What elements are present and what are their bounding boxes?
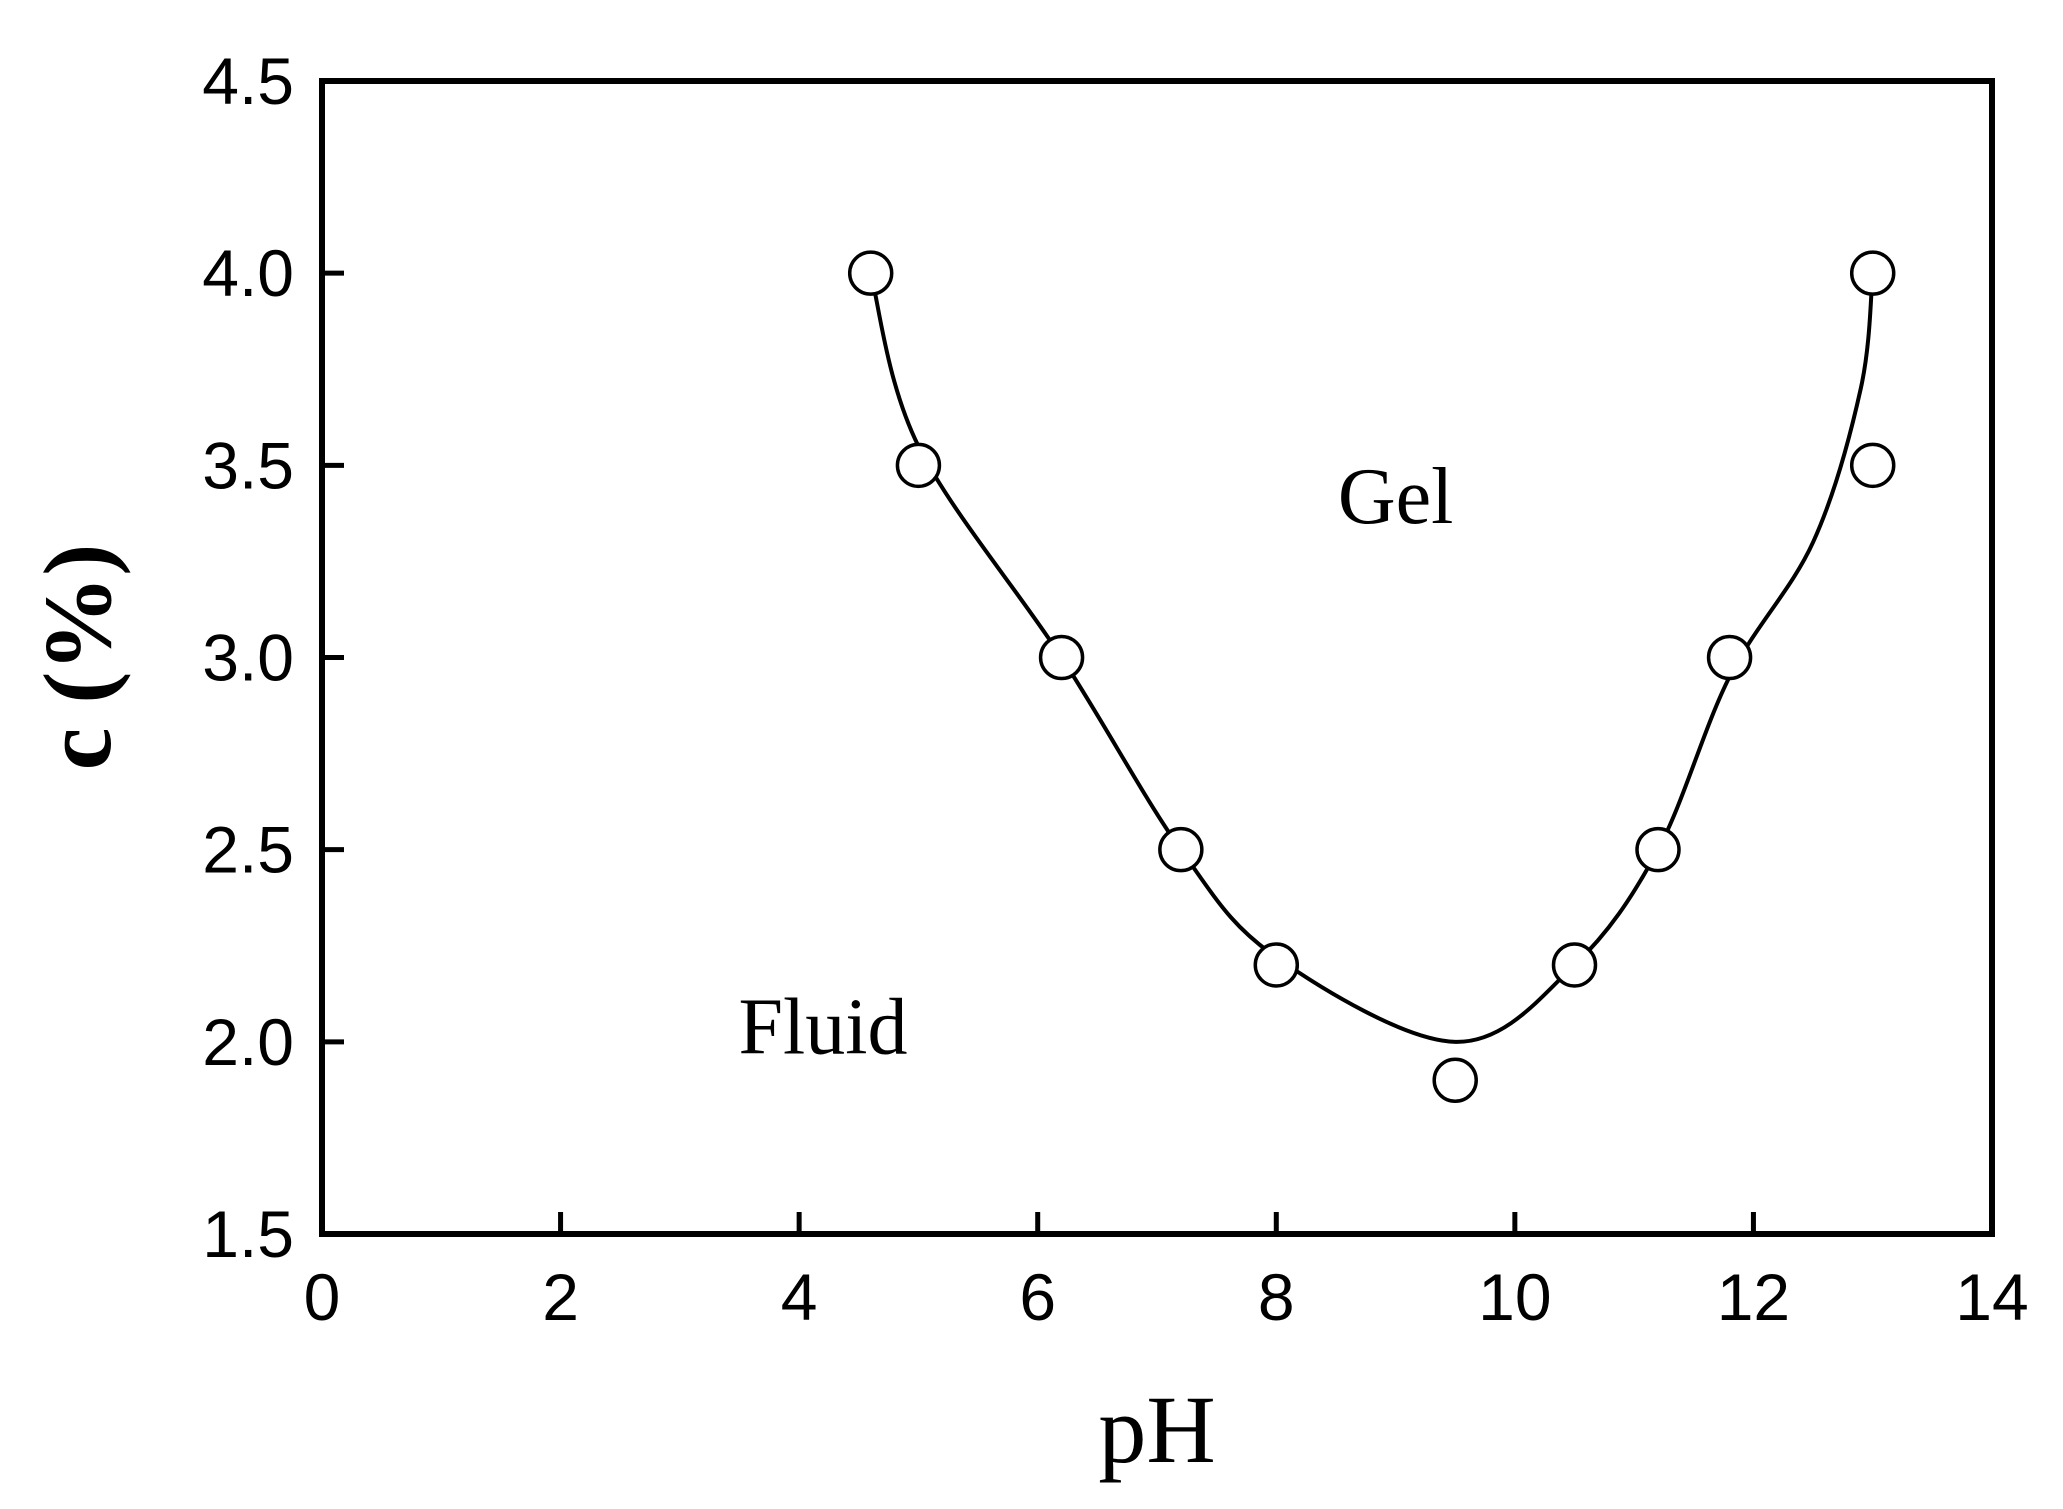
y-tick-label: 1.5 bbox=[202, 1197, 294, 1271]
x-tick-label: 14 bbox=[1955, 1260, 2028, 1334]
y-tick-label: 2.0 bbox=[202, 1005, 294, 1079]
x-tick-label: 6 bbox=[1019, 1260, 1056, 1334]
data-points bbox=[847, 250, 1896, 1104]
data-point bbox=[847, 250, 894, 296]
y-tick-label: 3.5 bbox=[202, 428, 294, 502]
data-point bbox=[895, 442, 942, 489]
x-tick-label: 2 bbox=[542, 1260, 579, 1334]
y-tick-label: 2.5 bbox=[202, 813, 294, 887]
y-tick-label: 4.5 bbox=[202, 44, 294, 118]
data-point bbox=[1635, 826, 1681, 873]
data-point bbox=[1253, 942, 1300, 988]
y-axis-title: c (%) bbox=[24, 544, 131, 771]
phase-boundary-curve bbox=[868, 272, 1875, 1044]
data-point bbox=[1432, 1057, 1478, 1104]
y-axis: 1.5 2.0 2.5 3.0 3.5 4.0 4.5 bbox=[202, 44, 344, 1271]
region-label-fluid: Fluid bbox=[739, 983, 908, 1071]
data-point bbox=[1551, 942, 1598, 988]
y-tick-label: 4.0 bbox=[202, 236, 294, 310]
x-axis-title: pH bbox=[1098, 1376, 1215, 1483]
x-tick-label: 4 bbox=[781, 1260, 818, 1334]
data-point bbox=[1158, 826, 1204, 873]
data-point bbox=[1038, 634, 1085, 681]
x-tick-label: 10 bbox=[1478, 1260, 1551, 1334]
x-tick-label: 0 bbox=[304, 1260, 341, 1334]
x-tick-label: 8 bbox=[1258, 1260, 1295, 1334]
region-label-gel: Gel bbox=[1338, 453, 1454, 541]
data-point bbox=[1849, 250, 1896, 296]
data-point bbox=[1706, 634, 1753, 681]
data-point bbox=[1849, 442, 1896, 489]
x-tick-label: 12 bbox=[1717, 1260, 1790, 1334]
x-axis: 0 2 4 6 8 10 12 14 bbox=[304, 1212, 2029, 1334]
region-labels: Gel Fluid bbox=[739, 453, 1454, 1071]
y-tick-label: 3.0 bbox=[202, 621, 294, 695]
